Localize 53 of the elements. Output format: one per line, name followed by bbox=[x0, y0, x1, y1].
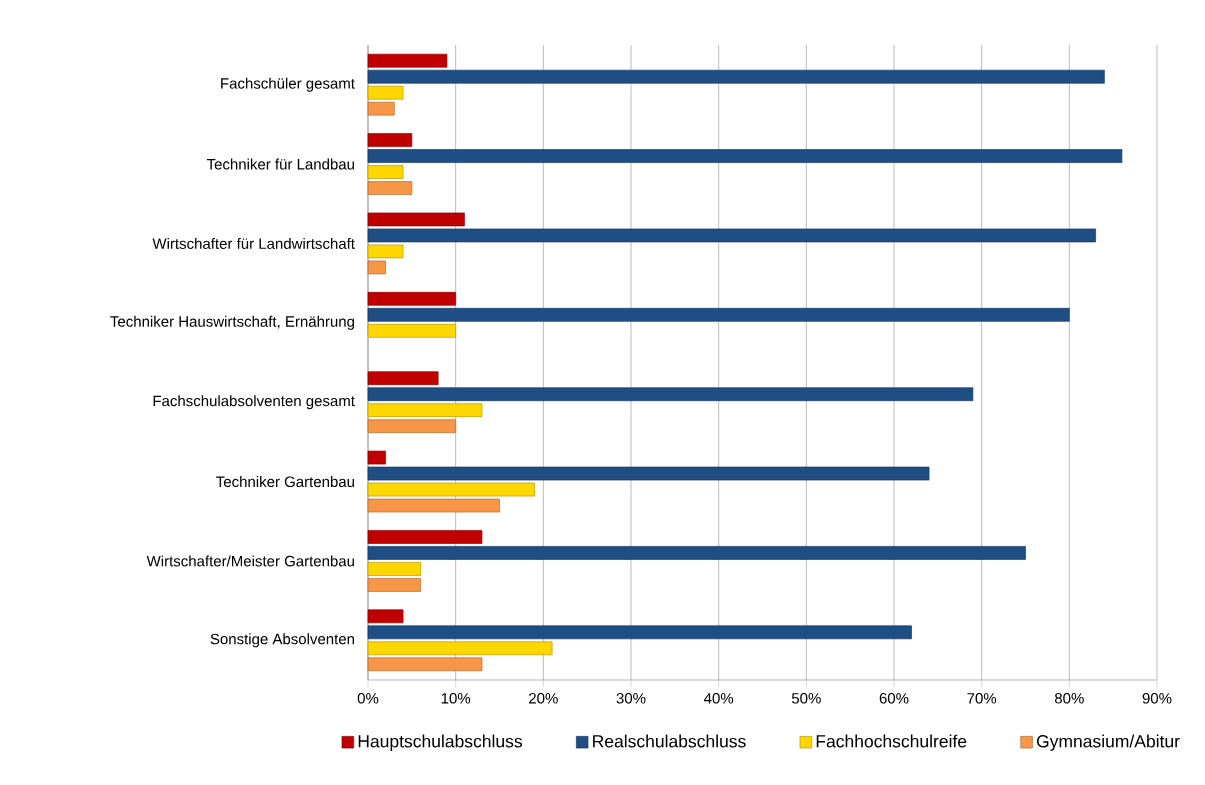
legend-label: Hauptschulabschluss bbox=[358, 734, 522, 751]
legend-label: Gymnasium/Abitur bbox=[1036, 734, 1180, 751]
y-tick-label: Techniker Gartenbau bbox=[216, 476, 354, 488]
bar bbox=[367, 387, 974, 402]
bar bbox=[367, 482, 535, 497]
bar bbox=[367, 228, 1096, 243]
bar bbox=[367, 101, 395, 116]
bar bbox=[367, 546, 1026, 560]
y-tick-label: Fachschulabsolventen gesamt bbox=[153, 395, 355, 410]
x-tick-label: 40% bbox=[703, 692, 734, 704]
bar bbox=[367, 371, 439, 386]
x-tick-label: 90% bbox=[1142, 692, 1172, 704]
y-tick-label: Fachschüler gesamt bbox=[221, 77, 355, 92]
bar bbox=[367, 53, 448, 68]
bar bbox=[367, 419, 457, 434]
bar bbox=[367, 85, 404, 100]
y-tick-label: Sonstige Absolventen bbox=[210, 633, 354, 648]
bar bbox=[367, 291, 457, 306]
bar bbox=[367, 212, 465, 227]
bar bbox=[367, 181, 413, 195]
x-tick-label: 10% bbox=[441, 692, 471, 704]
bar bbox=[367, 530, 483, 544]
bar bbox=[367, 657, 483, 672]
bar bbox=[367, 244, 404, 259]
x-tick-label: 20% bbox=[529, 692, 558, 704]
bar bbox=[367, 641, 553, 656]
bar bbox=[367, 578, 421, 592]
bar bbox=[367, 625, 912, 640]
y-tick-label: Techniker Hauswirtschaft, Ernährung bbox=[110, 315, 354, 330]
bar bbox=[367, 466, 930, 481]
x-tick-label: 60% bbox=[879, 692, 909, 704]
x-tick-label: 0% bbox=[357, 692, 379, 704]
bar bbox=[367, 307, 1070, 322]
y-tick-label: Techniker für Landbau bbox=[206, 158, 354, 170]
x-tick-label: 50% bbox=[791, 692, 821, 704]
bar bbox=[367, 323, 457, 338]
y-tick-label: Wirtschafter für Landwirtschaft bbox=[152, 237, 355, 249]
bar bbox=[367, 450, 386, 465]
bar bbox=[367, 498, 500, 513]
x-tick-label: 70% bbox=[967, 692, 997, 704]
bar bbox=[367, 260, 386, 275]
bar bbox=[367, 149, 1123, 163]
bar bbox=[367, 562, 421, 576]
legend-label: Fachhochschulreife bbox=[816, 734, 967, 748]
bar bbox=[367, 69, 1105, 84]
bar bbox=[367, 165, 404, 179]
x-tick-label: 80% bbox=[1054, 692, 1084, 704]
bar bbox=[367, 133, 413, 147]
bar bbox=[367, 609, 404, 624]
legend-label: Realschulabschluss bbox=[593, 734, 746, 748]
bar bbox=[367, 403, 483, 418]
y-tick-label: Wirtschafter/Meister Gartenbau bbox=[146, 555, 354, 567]
x-tick-label: 30% bbox=[616, 692, 646, 704]
